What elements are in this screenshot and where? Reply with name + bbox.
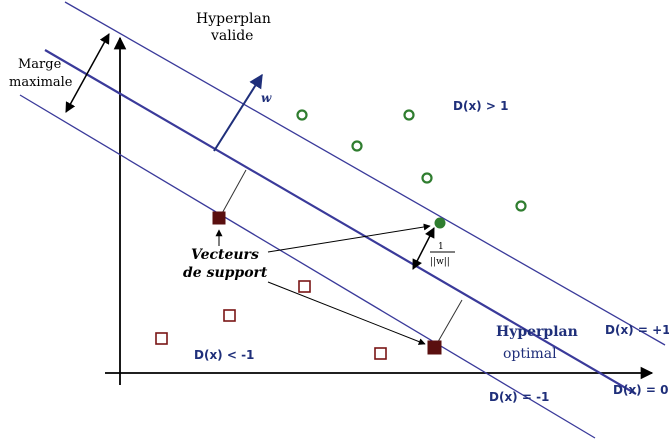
d-eq-plus1-label: D(x) = +1 [605,323,669,337]
positive-point [515,200,527,212]
negative-support-vector [427,340,442,355]
negative-point [223,309,236,322]
positive-support-vector [434,217,446,229]
hyperplan-optimal-label-line2: optimal [503,346,557,362]
positive-point [403,109,415,121]
optimal-hyperplane-line [44,49,637,395]
margin-line-plus1 [64,1,666,346]
half-margin-arrow [412,227,435,270]
d-eq-minus1-label: D(x) = -1 [489,390,549,404]
w-vector [213,73,263,152]
negative-support-vector [212,211,226,225]
positive-point [421,172,433,184]
hyperplan-valide-label-line1: Hyperplan [196,11,271,27]
vecteurs-label-line1: Vecteurs [191,247,259,263]
negative-point [374,347,387,360]
support-pointer-2 [267,223,431,253]
d-lt-minus1-label: D(x) < -1 [194,348,254,362]
support-pointer-3 [267,281,426,345]
support-connector-bottom [434,299,463,348]
negative-point [155,332,168,345]
negative-point [298,280,311,293]
hyperplan-valide-label-line2: valide [210,28,253,44]
support-connector-top [219,169,247,218]
d-gt-1-label: D(x) > 1 [453,99,508,113]
marge-arrow [65,33,110,113]
positive-point [296,109,308,121]
fraction-denominator: ||w|| [430,257,450,267]
vecteurs-label-line2: de support [183,265,268,281]
positive-point [351,140,363,152]
margin-line-minus1 [19,94,596,439]
marge-label-line2: maximale [9,75,73,90]
fraction-numerator: 1 [438,242,444,252]
d-eq-0-label: D(x) = 0 [613,383,668,397]
w-label: w [261,91,272,105]
hyperplan-optimal-label-line1: Hyperplan [496,324,578,340]
marge-label-line1: Marge [18,57,62,72]
